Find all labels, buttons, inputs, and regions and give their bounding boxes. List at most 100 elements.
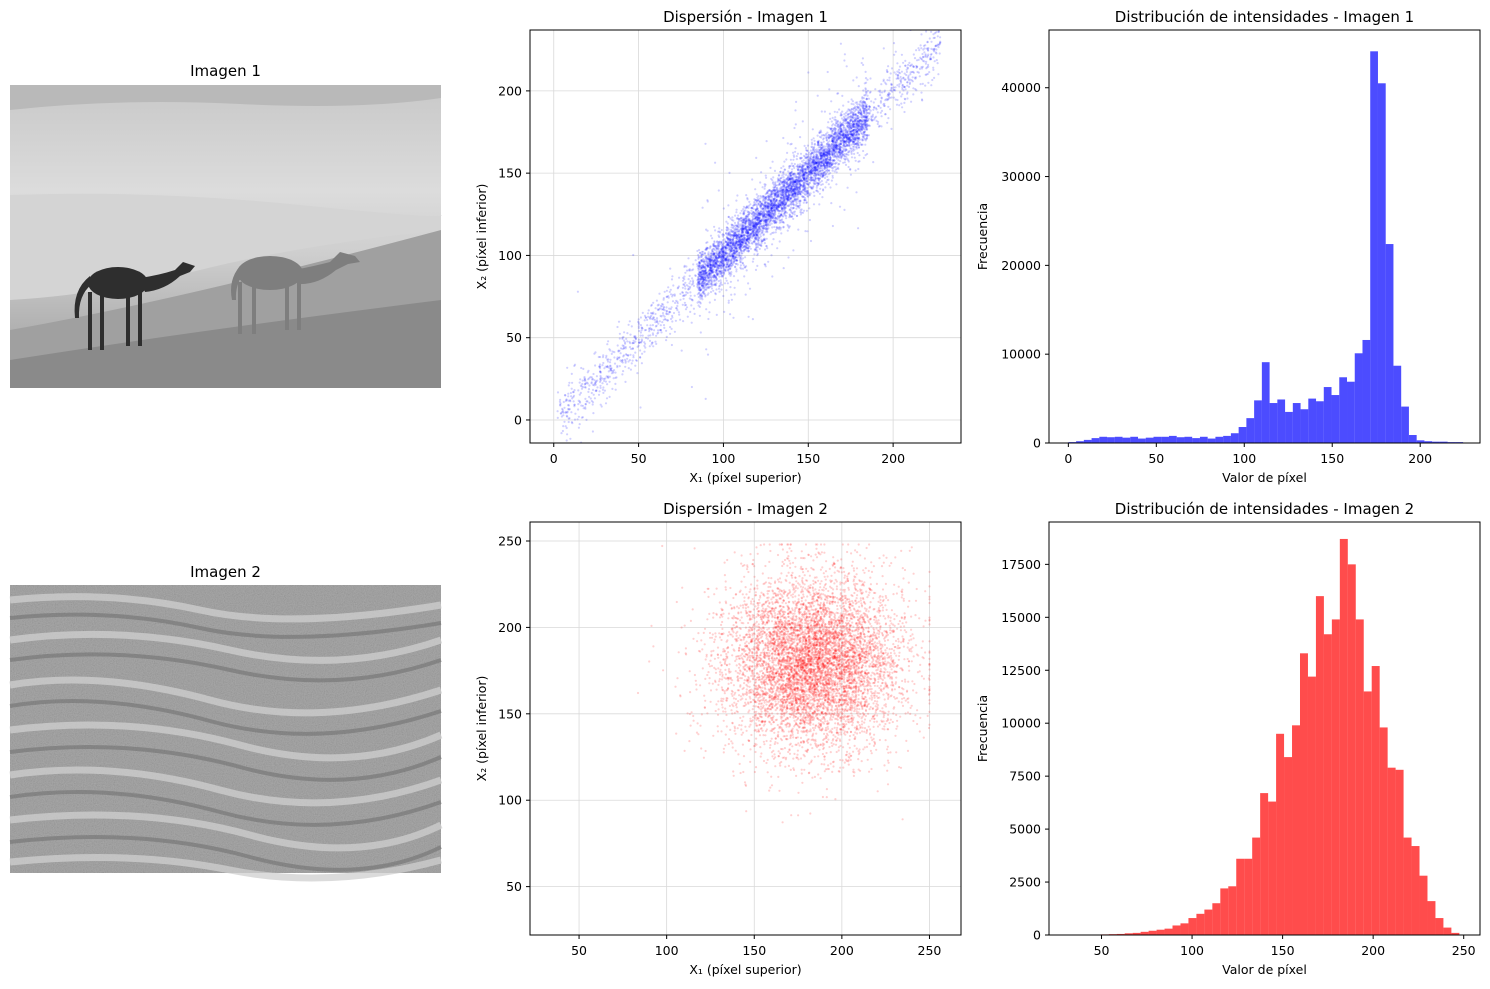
scatter-point bbox=[831, 129, 834, 133]
scatter-point bbox=[651, 312, 654, 315]
scatter-point bbox=[643, 341, 646, 344]
scatter-point bbox=[805, 180, 809, 183]
scatter-point bbox=[736, 244, 740, 247]
scatter-point bbox=[591, 388, 595, 391]
scatter-point bbox=[794, 185, 797, 188]
scatter-point bbox=[727, 257, 730, 260]
scatter-point bbox=[844, 141, 847, 145]
scatter-point bbox=[751, 178, 754, 181]
scatter-point bbox=[880, 97, 883, 100]
scatter-point bbox=[771, 192, 774, 195]
scatter-point bbox=[903, 101, 906, 104]
scatter-point bbox=[791, 173, 795, 176]
scatter-point bbox=[886, 98, 890, 101]
scatter-point bbox=[808, 151, 811, 154]
scatter-point bbox=[792, 206, 795, 210]
scatter-point bbox=[734, 240, 738, 243]
scatter-point bbox=[704, 266, 707, 269]
scatter-point bbox=[798, 205, 801, 208]
scatter-point bbox=[929, 57, 932, 60]
scatter-point bbox=[758, 247, 761, 250]
scatter-point bbox=[699, 275, 702, 278]
scatter-point bbox=[767, 260, 770, 263]
scatter-point bbox=[722, 247, 725, 250]
scatter-point bbox=[829, 158, 832, 161]
scatter-point bbox=[833, 155, 837, 158]
scatter-point bbox=[712, 244, 715, 247]
scatter-point bbox=[849, 115, 852, 118]
scatter-point bbox=[925, 60, 928, 63]
scatter-point bbox=[833, 149, 836, 152]
scatter-point bbox=[709, 271, 713, 274]
scatter-point bbox=[772, 198, 776, 201]
scatter-point bbox=[799, 170, 802, 173]
scatter-point bbox=[750, 231, 754, 234]
scatter-point bbox=[836, 124, 840, 127]
scatter-point bbox=[887, 117, 890, 120]
scatter-point bbox=[652, 316, 655, 319]
scatter-point bbox=[868, 105, 871, 108]
scatter-point bbox=[807, 174, 810, 177]
scatter-point bbox=[682, 283, 685, 286]
scatter-point bbox=[599, 403, 602, 406]
scatter-point bbox=[706, 293, 709, 296]
scatter-point bbox=[719, 282, 722, 285]
scatter-point bbox=[822, 161, 825, 164]
scatter-point bbox=[813, 163, 816, 166]
scatter-point bbox=[795, 214, 798, 217]
scatter-point bbox=[819, 165, 823, 168]
scatter-point bbox=[724, 265, 728, 268]
scatter-point bbox=[830, 202, 833, 205]
scatter-point bbox=[894, 89, 897, 92]
scatter-point bbox=[850, 156, 854, 159]
scatter-point bbox=[835, 171, 838, 174]
scatter-point bbox=[763, 201, 767, 204]
scatter-point bbox=[577, 415, 581, 418]
scatter-point bbox=[706, 276, 709, 279]
scatter-point bbox=[752, 204, 756, 207]
scatter-point bbox=[631, 347, 634, 350]
scatter-point bbox=[584, 378, 587, 381]
scatter-point bbox=[819, 187, 822, 190]
scatter-point bbox=[819, 150, 823, 154]
scatter-point bbox=[932, 66, 935, 69]
scatter-point bbox=[861, 129, 864, 132]
scatter-point bbox=[732, 229, 735, 232]
scatter-point bbox=[925, 47, 928, 50]
scatter-point bbox=[852, 142, 855, 145]
scatter-point bbox=[717, 246, 720, 250]
scatter-point bbox=[924, 84, 927, 87]
scatter-point bbox=[826, 151, 830, 154]
scatter-point bbox=[711, 252, 714, 255]
scatter-point bbox=[668, 290, 671, 293]
scatter-point bbox=[790, 206, 793, 209]
scatter-point bbox=[725, 289, 728, 292]
scatter-point bbox=[755, 193, 758, 196]
scatter-point bbox=[721, 249, 724, 253]
scatter-point bbox=[741, 226, 744, 229]
scatter-point bbox=[734, 247, 738, 250]
scatter-point bbox=[903, 86, 906, 89]
scatter-point bbox=[754, 216, 757, 219]
scatter-point bbox=[735, 238, 738, 241]
scatter-point bbox=[744, 220, 748, 223]
scatter-point bbox=[866, 115, 869, 119]
scatter-point bbox=[787, 226, 791, 229]
scatter-point bbox=[734, 224, 738, 227]
scatter-point bbox=[786, 181, 789, 184]
scatter-point bbox=[661, 321, 664, 324]
scatter-point bbox=[697, 291, 701, 294]
scatter-point bbox=[836, 111, 839, 114]
scatter-point bbox=[701, 277, 704, 280]
scatter-point bbox=[822, 152, 826, 155]
scatter-point bbox=[849, 133, 852, 136]
scatter-point bbox=[730, 247, 733, 250]
scatter-point bbox=[591, 430, 595, 433]
scatter-point bbox=[606, 383, 609, 386]
scatter-point bbox=[732, 242, 735, 245]
scatter-point bbox=[773, 194, 776, 198]
scatter-point bbox=[721, 254, 724, 257]
scatter-point bbox=[821, 167, 824, 170]
scatter-point bbox=[820, 148, 823, 151]
scatter-point bbox=[798, 176, 802, 179]
